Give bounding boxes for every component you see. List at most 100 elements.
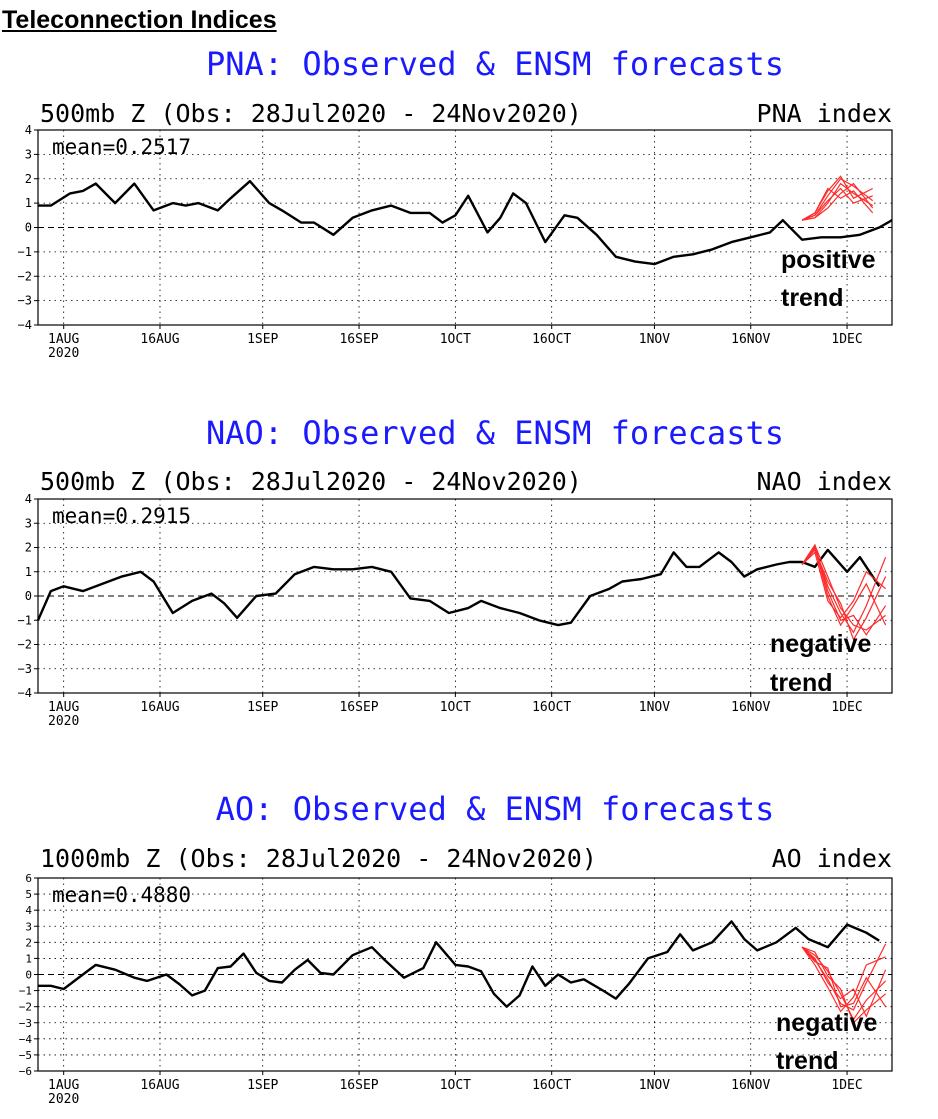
chart-title: AO: Observed & ENSM forecasts [216,790,775,828]
x-tick-label: 1SEP [247,700,278,715]
chart-subtitle-right: AO index [772,844,892,873]
observed-series-line [38,920,880,1008]
x-tick-label: 1AUG [48,332,79,347]
x-tick-label: 1DEC [831,1078,862,1093]
trend-annotation-word: trend [770,669,833,697]
y-tick-label: −3 [18,662,32,676]
chart-title: NAO: Observed & ENSM forecasts [206,414,784,452]
x-tick-label: 1NOV [639,700,670,715]
y-tick-label: 5 [25,888,32,901]
forecast-member-line [801,946,887,1018]
forecast-member-line [801,946,887,1021]
x-year-label: 2020 [48,714,79,729]
x-tick-label: 1DEC [831,700,862,715]
x-tick-label: 16NOV [731,332,770,347]
trend-annotation-word: positive [781,246,876,274]
x-tick-label: 16SEP [339,332,378,347]
trend-annotation-word: negative [770,630,872,658]
x-tick-label: 16OCT [532,700,571,715]
y-tick-label: 0 [25,589,32,603]
trend-annotation-word: negative [776,1009,878,1037]
y-tick-label: 4 [25,123,32,137]
y-tick-label: −3 [18,294,32,308]
x-tick-label: 1SEP [247,1078,278,1093]
y-tick-label: 3 [25,920,32,933]
forecast-member-line [801,543,886,631]
chart-subtitle-left: 500mb Z (Obs: 28Jul2020 - 24Nov2020) [40,467,582,496]
forecast-member-line [801,187,873,221]
x-tick-label: 16SEP [339,1078,378,1093]
y-tick-label: 2 [25,541,32,555]
chart-panel-nao: NAO: Observed & ENSM forecasts 500mb Z (O… [18,414,893,729]
y-tick-label: 3 [25,516,32,530]
x-tick-label: 1OCT [440,700,471,715]
chart-panel-pna: PNA: Observed & ENSM forecasts 500mb Z (O… [18,45,893,361]
y-tick-label: −4 [18,318,32,332]
forecast-member-line [801,946,886,1013]
chart-subtitle-left: 500mb Z (Obs: 28Jul2020 - 24Nov2020) [40,99,582,128]
mean-label: mean=0.2915 [52,504,191,528]
y-tick-label: −2 [19,1001,32,1014]
observed-series-line [38,180,893,266]
forecast-member-line [801,548,887,642]
forecast-member-line [801,943,887,1011]
x-tick-label: 16AUG [140,700,179,715]
chart-subtitle-right: NAO index [757,467,892,496]
y-tick-label: −4 [18,686,32,700]
y-tick-label: 6 [25,872,32,885]
y-tick-label: 3 [25,147,32,161]
forecast-member-line [801,187,874,221]
x-year-label: 2020 [48,1092,79,1107]
mean-label: mean=0.4880 [52,883,191,907]
x-tick-label: 1SEP [247,332,278,347]
y-tick-label: 4 [25,492,32,506]
y-tick-label: 1 [25,952,32,965]
x-tick-label: 1OCT [440,1078,471,1093]
y-tick-label: 0 [25,221,32,235]
x-tick-label: 16SEP [339,700,378,715]
y-tick-label: −3 [19,1017,32,1030]
x-tick-label: 1AUG [48,700,79,715]
forecast-member-line [801,182,874,221]
forecast-member-line [801,946,887,1008]
y-tick-label: 2 [25,936,32,949]
x-tick-label: 16OCT [532,332,571,347]
x-tick-label: 1DEC [831,332,862,347]
trend-annotation-word: trend [781,284,844,312]
y-tick-label: −6 [19,1065,32,1078]
chart-panel-ao: AO: Observed & ENSM forecasts 1000mb Z (O… [19,790,893,1107]
forecast-member-line [801,546,887,627]
x-tick-label: 16NOV [731,1078,770,1093]
x-tick-label: 1NOV [639,1078,670,1093]
y-tick-label: 1 [25,196,32,210]
x-tick-label: 16OCT [532,1078,571,1093]
forecast-member-line [801,946,886,1024]
trend-annotation-word: trend [776,1047,839,1075]
x-tick-label: 16NOV [731,700,770,715]
chart-title: PNA: Observed & ENSM forecasts [206,45,784,83]
x-tick-label: 16AUG [140,332,179,347]
x-tick-label: 1AUG [48,1078,79,1093]
y-tick-label: 1 [25,565,32,579]
mean-label: mean=0.2517 [52,135,191,159]
y-tick-label: −2 [18,638,32,652]
y-tick-label: −1 [18,245,32,259]
y-tick-label: −2 [18,269,32,283]
chart-subtitle-left: 1000mb Z (Obs: 28Jul2020 - 24Nov2020) [40,844,597,873]
x-tick-label: 16AUG [140,1078,179,1093]
y-tick-label: 2 [25,172,32,186]
y-tick-label: 0 [25,969,32,982]
x-tick-label: 1NOV [639,332,670,347]
x-year-label: 2020 [48,346,79,361]
page-heading: Teleconnection Indices [2,6,277,34]
observed-series-line [36,548,881,627]
forecast-member-line [801,551,886,619]
y-tick-label: 4 [25,904,32,917]
y-tick-label: −1 [18,613,32,627]
chart-subtitle-right: PNA index [757,99,892,128]
y-tick-label: −5 [19,1049,32,1062]
y-tick-label: −1 [19,985,32,998]
x-tick-label: 1OCT [440,332,471,347]
